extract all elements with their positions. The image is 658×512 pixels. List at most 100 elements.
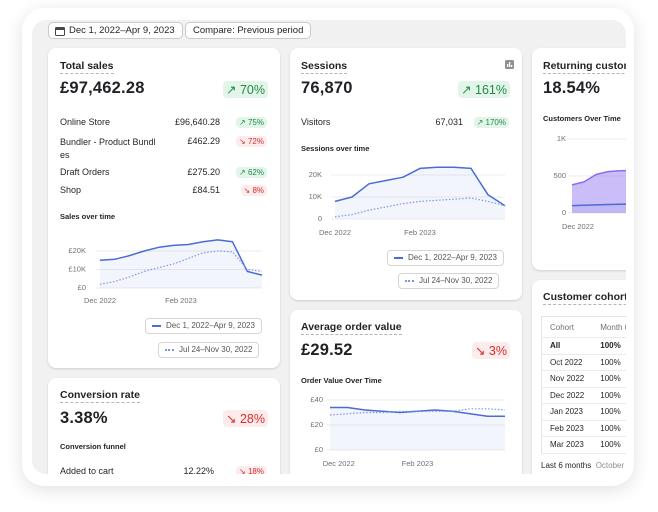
chart-title: Sales over time bbox=[60, 212, 116, 221]
row-label: Shop bbox=[60, 185, 82, 195]
row-label: Bundler - Product Bundles bbox=[60, 137, 156, 160]
card-title: Conversion rate bbox=[60, 389, 140, 403]
series-line bbox=[99, 250, 263, 285]
total-sales-card bbox=[48, 48, 280, 368]
series-area bbox=[572, 204, 626, 213]
legend-label: Jul 24–Nov 30, 2022 bbox=[179, 345, 253, 354]
section-title: Conversion funnel bbox=[60, 442, 126, 451]
table-row: Dec 2022 100% bbox=[541, 387, 626, 404]
row-value: 67,031 bbox=[435, 117, 463, 127]
card-title: Sessions bbox=[301, 60, 348, 74]
series-line bbox=[334, 197, 506, 218]
table-cell: Oct 2022 bbox=[541, 354, 593, 371]
row-value: £96,640.28 bbox=[174, 117, 220, 127]
y-tick-label: £0 bbox=[315, 445, 323, 454]
table-row: Mar 2023 100% bbox=[541, 436, 626, 454]
metric-value: £97,462.28 bbox=[60, 79, 145, 97]
table-cell: 100% bbox=[592, 337, 626, 355]
table-cell: 100% bbox=[592, 436, 626, 454]
x-tick-label: Feb 2023 bbox=[404, 228, 436, 237]
table-cell: 100% bbox=[592, 420, 626, 437]
x-tick-label: Feb 2023 bbox=[402, 459, 434, 468]
row-value: 12.22% bbox=[183, 466, 214, 476]
table-cell: Feb 2023 bbox=[541, 420, 593, 437]
legend-label: Jul 24–Nov 30, 2022 bbox=[419, 276, 493, 285]
cohort-footer: Last 6 months October 2022 bbox=[541, 461, 645, 470]
row-value: £84.51 bbox=[192, 185, 220, 195]
change-badge: 28% bbox=[223, 410, 268, 427]
x-tick-label: Dec 2022 bbox=[319, 228, 351, 237]
table-row: Nov 2022 100% bbox=[541, 370, 626, 388]
element: Cohort Month 0 bbox=[541, 316, 626, 338]
legend-item[interactable]: Dec 1, 2022–Apr 9, 2023 bbox=[387, 250, 504, 266]
x-tick-label: Dec 2022 bbox=[562, 222, 594, 231]
metric-value: 76,870 bbox=[301, 79, 353, 97]
table-header: Cohort Month 0 bbox=[541, 316, 626, 338]
change-badge: 70% bbox=[223, 81, 268, 98]
change-badge: 72% bbox=[236, 136, 267, 147]
chart-icon bbox=[505, 60, 514, 69]
series-area bbox=[330, 407, 505, 450]
change-badge: 170% bbox=[473, 117, 509, 128]
series-line bbox=[334, 166, 506, 207]
y-tick-label: 10K bbox=[309, 192, 322, 201]
card-title: Customer cohort analysis bbox=[543, 291, 626, 305]
change-badge: 18% bbox=[236, 466, 267, 474]
y-tick-label: 1K bbox=[557, 134, 566, 143]
legend-item[interactable]: Jul 24–Nov 30, 2022 bbox=[158, 342, 260, 358]
y-tick-label: £20K bbox=[68, 246, 86, 255]
compare-text: Compare: Previous period bbox=[193, 25, 304, 36]
chart-title: Sessions over time bbox=[301, 144, 370, 153]
table-row: Oct 2022 100% bbox=[541, 354, 626, 371]
date-range-button[interactable]: Dec 1, 2022–Apr 9, 2023 bbox=[48, 22, 183, 39]
table-row: All 100% bbox=[541, 337, 626, 355]
card-title: Total sales bbox=[60, 60, 114, 74]
element bbox=[55, 27, 65, 30]
y-tick-label: 20K bbox=[309, 170, 322, 179]
table-body: All 100% Oct 2022 100% Nov 2022 100% Dec 2022 1… bbox=[541, 337, 626, 454]
element bbox=[509, 62, 511, 67]
legend-swatch bbox=[152, 324, 161, 327]
chart-title: Order Value Over Time bbox=[301, 376, 382, 385]
series-line bbox=[330, 406, 505, 418]
series-area bbox=[100, 239, 262, 288]
legend-item[interactable]: Dec 1, 2022–Apr 9, 2023 bbox=[145, 318, 262, 334]
row-label: Visitors bbox=[301, 117, 331, 127]
footer-note: October 2022 bbox=[595, 461, 645, 470]
column-header: Month 0 bbox=[592, 316, 626, 338]
row-label: Added to cart bbox=[60, 466, 114, 476]
row-value: £275.20 bbox=[187, 167, 220, 177]
table-row: Jan 2023 100% bbox=[541, 403, 626, 421]
table-cell: 100% bbox=[592, 370, 626, 388]
y-tick-label: 0 bbox=[318, 214, 322, 223]
legend-swatch bbox=[394, 256, 403, 259]
y-tick-label: £0 bbox=[78, 283, 86, 292]
legend-label: Dec 1, 2022–Apr 9, 2023 bbox=[408, 253, 497, 262]
footer-label: Last 6 months bbox=[541, 461, 592, 470]
element bbox=[507, 64, 509, 67]
legend-swatch bbox=[165, 348, 174, 351]
date-range-text: Dec 1, 2022–Apr 9, 2023 bbox=[69, 25, 175, 36]
legend-item[interactable]: Jul 24–Nov 30, 2022 bbox=[398, 273, 500, 289]
series-line bbox=[99, 239, 263, 276]
table-cell: Nov 2022 bbox=[541, 370, 593, 388]
series-area bbox=[335, 167, 505, 219]
change-badge: 75% bbox=[236, 117, 267, 128]
table-cell: All bbox=[541, 337, 593, 355]
change-badge: 161% bbox=[458, 81, 510, 98]
y-tick-label: £10K bbox=[68, 264, 86, 273]
compare-button[interactable]: Compare: Previous period bbox=[185, 22, 312, 39]
table-cell: 100% bbox=[592, 387, 626, 404]
row-value: £462.29 bbox=[187, 136, 220, 146]
y-tick-label: £40 bbox=[310, 395, 323, 404]
x-tick-label: Dec 2022 bbox=[323, 459, 355, 468]
y-tick-label: £20 bbox=[310, 420, 323, 429]
metric-value: 18.54% bbox=[543, 79, 601, 97]
metric-value: 3.38% bbox=[60, 409, 108, 427]
legend-label: Dec 1, 2022–Apr 9, 2023 bbox=[166, 321, 255, 330]
table-cell: Jan 2023 bbox=[541, 403, 593, 421]
y-tick-label: 0 bbox=[562, 208, 566, 217]
